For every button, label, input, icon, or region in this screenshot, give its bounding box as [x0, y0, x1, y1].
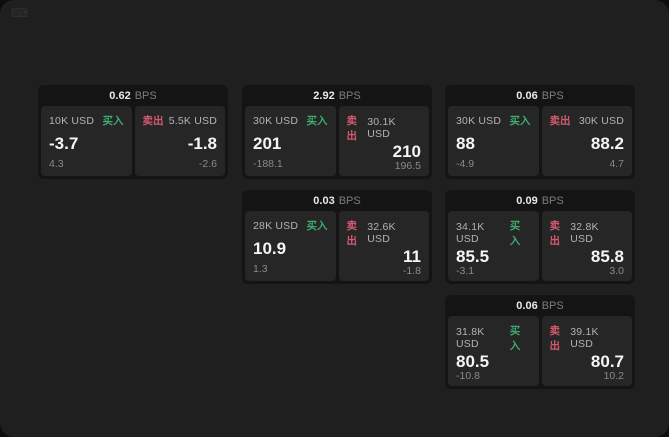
quote-card-5: 0.09 BPS 34.1K USD 买入 85.5 -3.1 卖出 32.8K… [445, 190, 635, 284]
sell-panel[interactable]: 卖出 5.5K USD -1.8 -2.6 [134, 106, 225, 176]
buy-sub-value: -4.9 [456, 158, 475, 170]
buy-price: 201 [253, 133, 282, 153]
sell-amount: 32.8K USD [570, 221, 599, 245]
sell-sub-value: 3.0 [609, 265, 624, 277]
sell-price: -1.8 [187, 133, 217, 153]
sell-amount: 30K USD [578, 114, 624, 127]
sell-price: 210 [392, 142, 421, 161]
bps-unit-label: BPS [541, 89, 564, 102]
buy-sub-value: -188.1 [253, 158, 283, 170]
buy-sub-value: -10.8 [456, 370, 480, 382]
sell-sub-value: 196.5 [394, 160, 421, 172]
sell-side-label: 卖出 [549, 220, 561, 247]
buy-panel[interactable]: 10K USD 买入 -3.7 4.3 [41, 106, 132, 176]
bps-value: 0.03 [313, 194, 335, 207]
buy-side-label: 买入 [509, 220, 521, 247]
sell-side-label: 卖出 [549, 115, 571, 127]
sell-panel[interactable]: 卖出 32.6K USD 11 -1.8 [338, 211, 429, 281]
buy-side-label: 买入 [306, 220, 328, 232]
sell-side-label: 卖出 [346, 115, 358, 142]
sell-side-label: 卖出 [142, 115, 164, 127]
bps-value: 0.62 [109, 89, 131, 102]
buy-price: -3.7 [49, 133, 79, 153]
keyboard-icon: ⌨ [11, 6, 29, 20]
sell-sub-value: 4.7 [609, 158, 624, 170]
buy-amount: 28K USD [253, 219, 299, 232]
buy-sub-value: 4.3 [49, 158, 64, 170]
buy-amount: 10K USD [49, 114, 95, 127]
sell-amount: 39.1K USD [570, 326, 599, 350]
bps-unit-label: BPS [338, 89, 361, 102]
buy-price: 88 [456, 133, 475, 153]
buy-price: 10.9 [253, 238, 287, 258]
bps-header: 0.06 BPS [448, 295, 632, 316]
quote-card-2: 2.92 BPS 30K USD 买入 201 -188.1 卖出 30.1K … [242, 85, 432, 179]
sell-amount: 30.1K USD [367, 116, 396, 140]
buy-side-label: 买入 [306, 115, 328, 127]
bps-header: 0.03 BPS [245, 190, 429, 211]
bps-unit-label: BPS [541, 299, 564, 312]
sell-price: 80.7 [590, 352, 624, 371]
sell-price: 88.2 [590, 133, 624, 153]
sell-price: 11 [403, 247, 421, 266]
quote-card-1: 0.62 BPS 10K USD 买入 -3.7 4.3 卖出 5.5K USD… [38, 85, 228, 179]
sell-sub-value: -1.8 [402, 265, 421, 277]
buy-amount: 31.8K USD [456, 326, 485, 350]
bps-unit-label: BPS [541, 194, 564, 207]
sell-sub-value: 10.2 [603, 370, 624, 382]
sell-panel[interactable]: 卖出 32.8K USD 85.8 3.0 [541, 211, 632, 281]
bps-value: 2.92 [313, 89, 335, 102]
bps-value: 0.06 [516, 299, 538, 312]
bps-unit-label: BPS [338, 194, 361, 207]
buy-panel[interactable]: 31.8K USD 买入 80.5 -10.8 [448, 316, 539, 386]
buy-sub-value: -3.1 [456, 265, 475, 277]
buy-side-label: 买入 [509, 115, 531, 127]
buy-price: 85.5 [456, 247, 490, 266]
buy-side-label: 买入 [102, 115, 124, 127]
sell-panel[interactable]: 卖出 30K USD 88.2 4.7 [541, 106, 632, 176]
buy-panel[interactable]: 30K USD 买入 88 -4.9 [448, 106, 539, 176]
sell-amount: 32.6K USD [367, 221, 396, 245]
buy-price: 80.5 [456, 352, 490, 371]
bps-header: 0.62 BPS [41, 85, 225, 106]
bps-header: 0.09 BPS [448, 190, 632, 211]
bps-header: 0.06 BPS [448, 85, 632, 106]
buy-panel[interactable]: 28K USD 买入 10.9 1.3 [245, 211, 336, 281]
buy-side-label: 买入 [509, 325, 521, 352]
buy-panel[interactable]: 30K USD 买入 201 -188.1 [245, 106, 336, 176]
sell-price: 85.8 [590, 247, 624, 266]
bps-value: 0.09 [516, 194, 538, 207]
buy-amount: 30K USD [253, 114, 299, 127]
bps-value: 0.06 [516, 89, 538, 102]
buy-amount: 30K USD [456, 114, 502, 127]
quote-card-3: 0.06 BPS 30K USD 买入 88 -4.9 卖出 30K USD 8… [445, 85, 635, 179]
quote-card-4: 0.03 BPS 28K USD 买入 10.9 1.3 卖出 32.6K US… [242, 190, 432, 284]
sell-side-label: 卖出 [549, 325, 561, 352]
bps-unit-label: BPS [134, 89, 157, 102]
buy-panel[interactable]: 34.1K USD 买入 85.5 -3.1 [448, 211, 539, 281]
sell-panel[interactable]: 卖出 39.1K USD 80.7 10.2 [541, 316, 632, 386]
quote-card-6: 0.06 BPS 31.8K USD 买入 80.5 -10.8 卖出 39.1… [445, 295, 635, 389]
sell-amount: 5.5K USD [168, 114, 217, 127]
bps-header: 2.92 BPS [245, 85, 429, 106]
sell-side-label: 卖出 [346, 220, 358, 247]
buy-sub-value: 1.3 [253, 263, 268, 275]
sell-panel[interactable]: 卖出 30.1K USD 210 196.5 [338, 106, 429, 176]
sell-sub-value: -2.6 [198, 158, 217, 170]
buy-amount: 34.1K USD [456, 221, 485, 245]
